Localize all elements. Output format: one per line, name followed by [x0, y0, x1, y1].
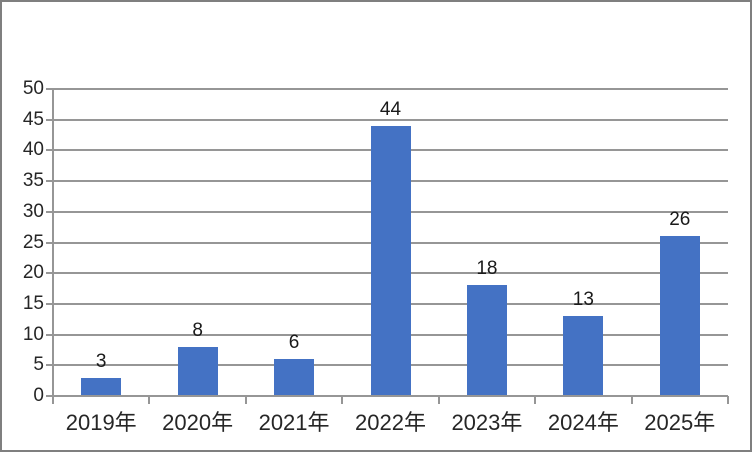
data-label: 6 — [288, 332, 300, 354]
bar-2025年 — [659, 236, 700, 396]
x-axis-tick — [148, 396, 151, 404]
x-axis-category-label: 2021年 — [258, 410, 330, 435]
x-axis-category-label: 2024年 — [547, 410, 619, 435]
y-axis-tick — [46, 302, 53, 305]
y-axis-line — [52, 89, 54, 404]
gridline — [53, 88, 728, 90]
x-axis-tick — [630, 396, 633, 404]
y-axis-tick-label: 5 — [33, 354, 44, 376]
x-axis-tick — [341, 396, 344, 404]
y-axis-tick — [46, 395, 53, 397]
data-label: 26 — [669, 209, 691, 231]
y-axis-tick-label: 30 — [22, 200, 44, 222]
data-label: 3 — [95, 350, 107, 372]
x-axis-tick — [437, 396, 440, 404]
gridline — [53, 118, 728, 121]
y-axis-tick — [46, 210, 53, 213]
y-axis-tick — [46, 333, 53, 336]
bar-2023年 — [466, 285, 507, 396]
y-axis-tick-label: 35 — [22, 170, 44, 192]
x-axis-tick — [244, 396, 247, 404]
x-axis-category-label: 2025年 — [644, 410, 716, 435]
bar-2020年 — [177, 346, 218, 396]
y-axis-tick-label: 15 — [22, 292, 44, 314]
bar-2022年 — [370, 125, 411, 396]
y-axis-tick-label: 50 — [22, 78, 44, 99]
data-label: 18 — [476, 258, 498, 280]
x-axis-tick — [534, 396, 537, 404]
y-axis-tick — [46, 149, 53, 152]
x-axis-line — [52, 395, 728, 397]
y-axis-tick-label: 20 — [22, 262, 44, 284]
x-axis-category-label: 2019年 — [65, 410, 137, 435]
y-axis-tick — [46, 272, 53, 275]
y-axis-tick — [46, 241, 53, 244]
x-axis-category-label: 2020年 — [162, 410, 234, 435]
y-axis-tick-label: 0 — [33, 385, 44, 406]
bar-2021年 — [274, 359, 315, 396]
y-axis-tick — [46, 180, 53, 183]
y-axis-tick-label: 10 — [22, 323, 44, 345]
data-label: 13 — [572, 289, 594, 311]
y-axis-tick — [46, 88, 53, 90]
x-axis-tick — [727, 396, 729, 404]
y-axis-tick — [46, 118, 53, 121]
bar-2019年 — [81, 377, 122, 396]
y-axis-tick — [46, 364, 53, 367]
x-axis-category-label: 2022年 — [355, 410, 426, 435]
y-axis-tick-label: 25 — [22, 231, 44, 253]
y-axis-tick-label: 45 — [22, 108, 44, 130]
data-label: 44 — [379, 98, 402, 120]
x-axis-category-label: 2023年 — [451, 410, 523, 435]
y-axis-tick-label: 40 — [22, 139, 44, 161]
bar-2024年 — [563, 316, 604, 396]
data-label: 8 — [192, 319, 203, 341]
